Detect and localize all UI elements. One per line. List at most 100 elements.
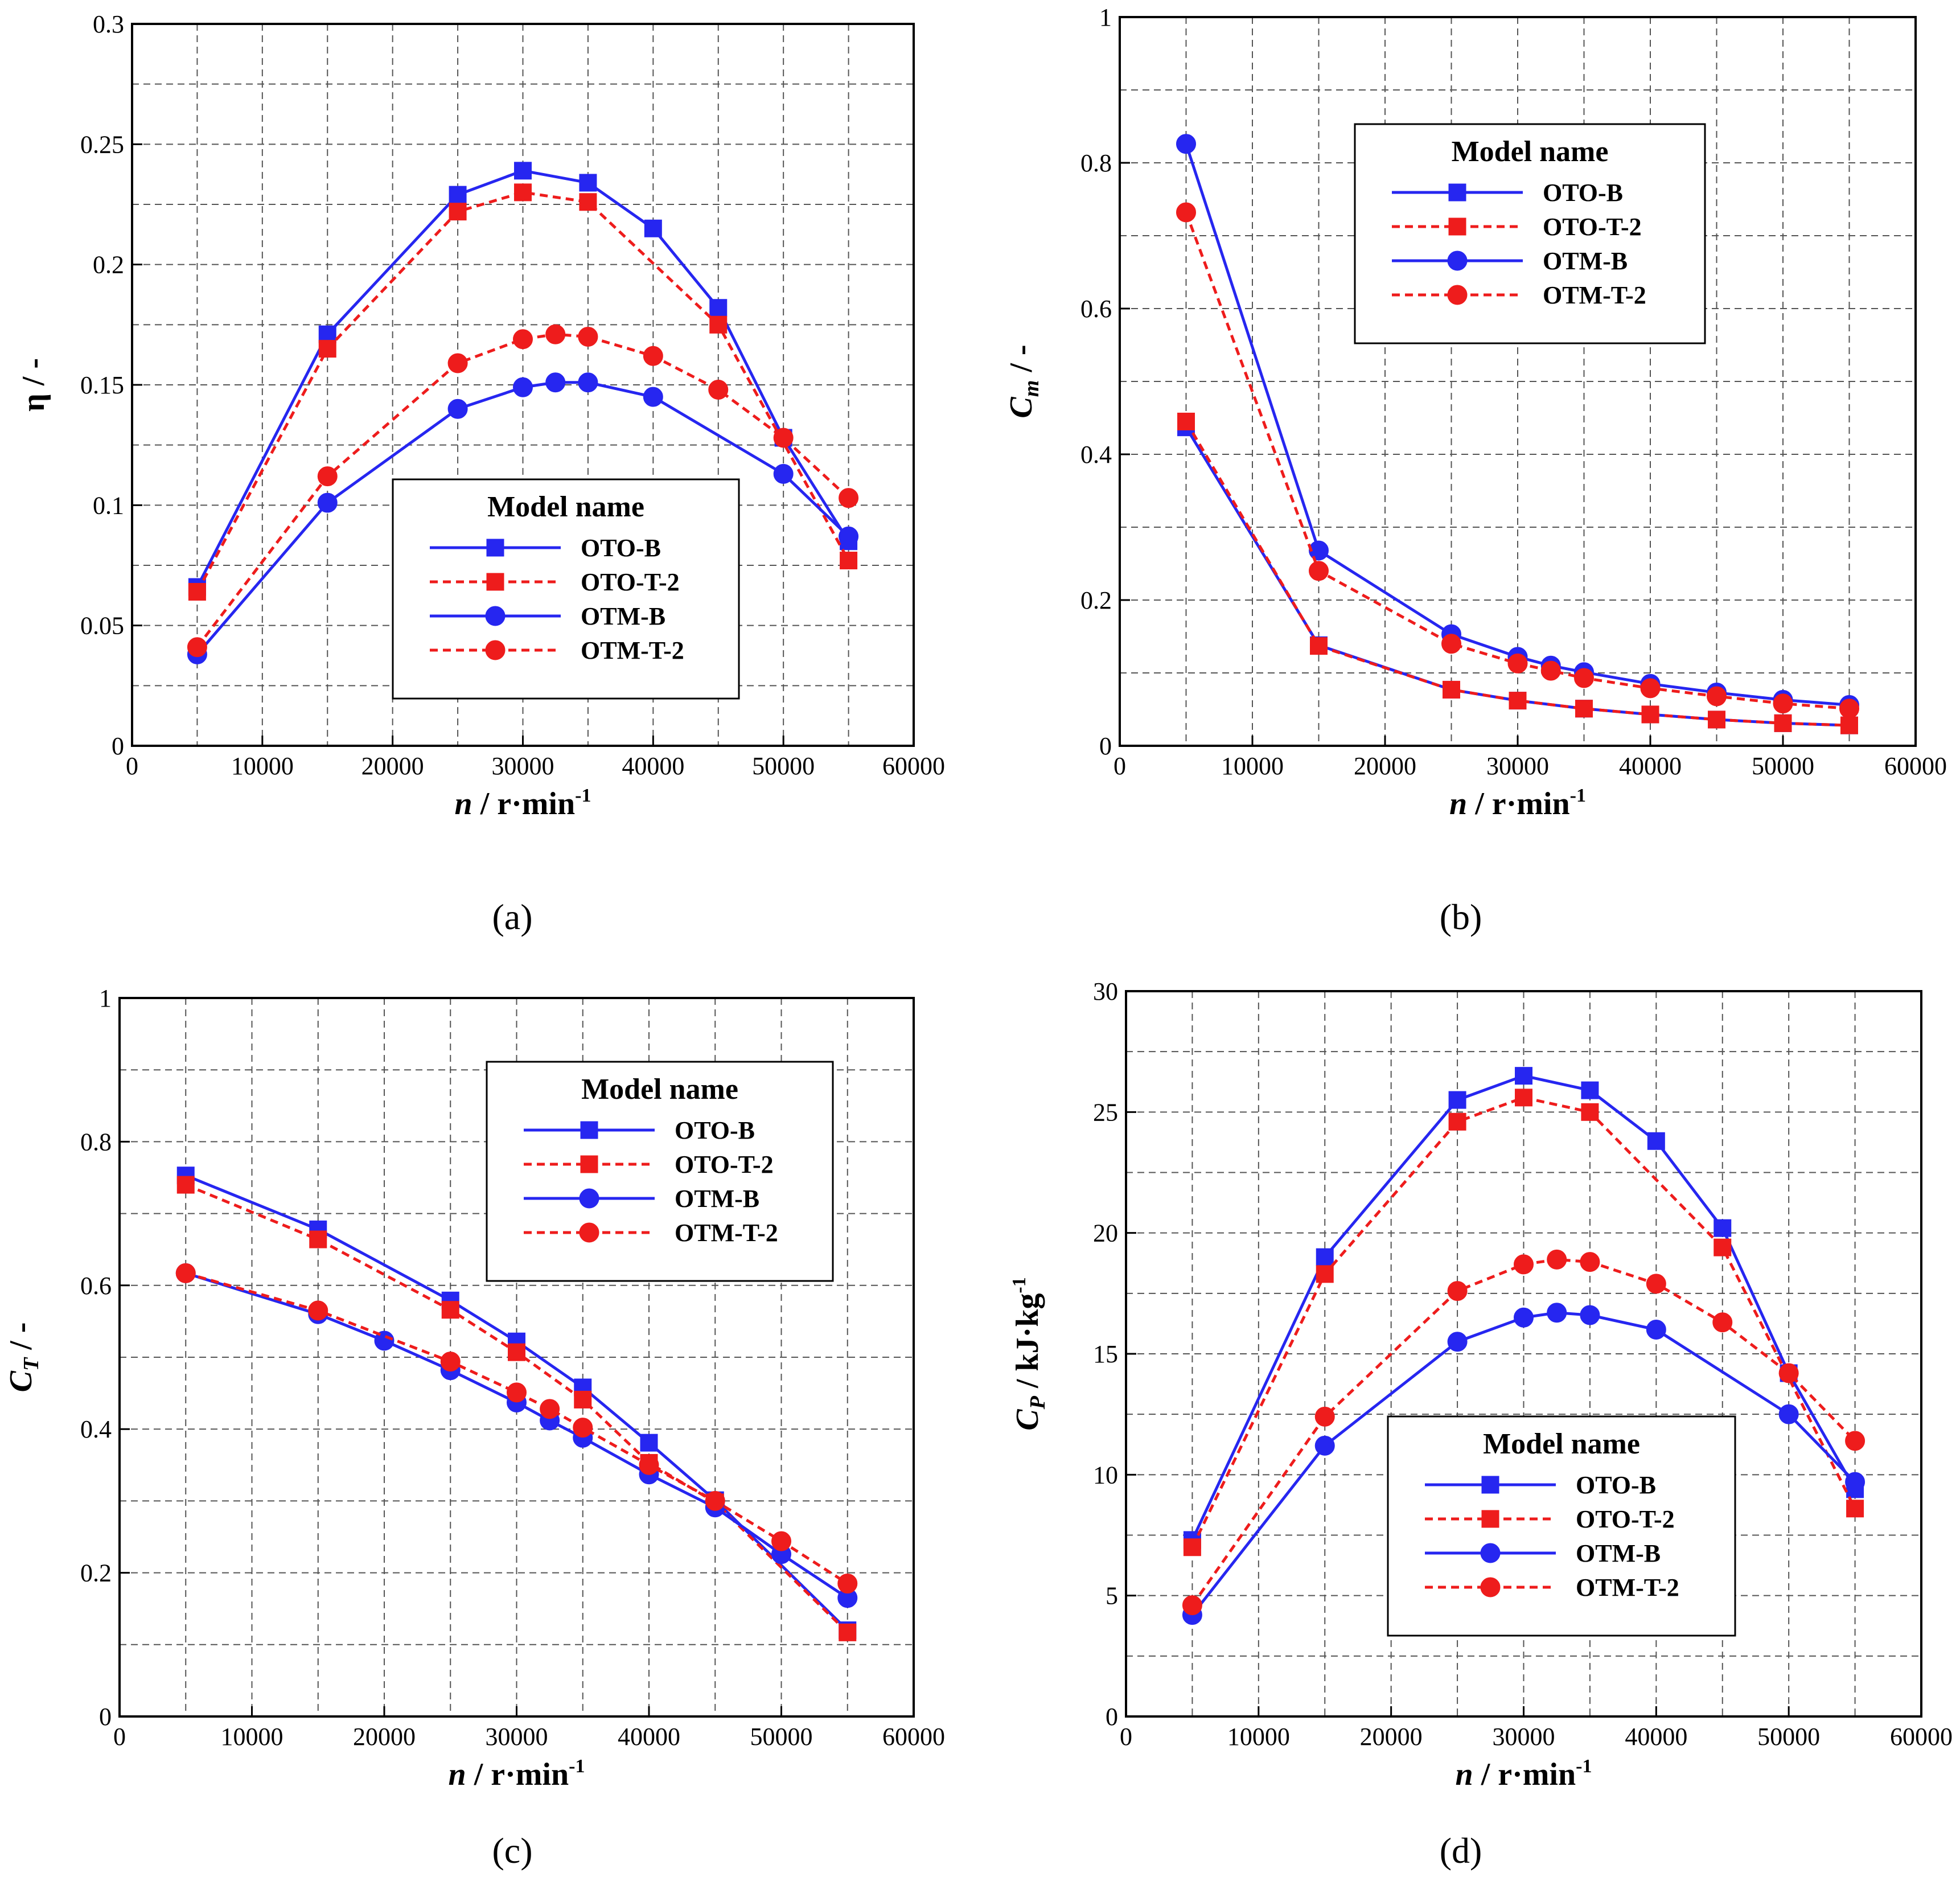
data-point bbox=[1774, 714, 1792, 732]
data-point bbox=[1540, 660, 1561, 681]
x-tick-label: 0 bbox=[1120, 1723, 1132, 1751]
x-axis-label: n / r·min-1 bbox=[449, 1756, 585, 1792]
y-tick-label: 0.4 bbox=[1080, 441, 1112, 469]
x-tick-label: 0 bbox=[126, 752, 138, 780]
legend-entry: OTM-T-2 bbox=[1543, 281, 1646, 309]
data-point bbox=[1509, 692, 1527, 710]
data-point bbox=[1646, 1320, 1666, 1340]
x-tick-label: 60000 bbox=[1884, 752, 1947, 780]
series-line bbox=[185, 1271, 849, 1585]
legend-title: Model name bbox=[581, 1073, 738, 1106]
series-oto-t-2 bbox=[1177, 412, 1858, 734]
series-otm-t-2 bbox=[1182, 1249, 1866, 1616]
data-point bbox=[1581, 1081, 1599, 1099]
legend: Model name OTO-B OTO-T-2 OTM-B OTM-T-2 bbox=[1387, 1415, 1736, 1637]
legend-entry: OTO-B bbox=[1543, 179, 1623, 207]
data-point bbox=[578, 372, 598, 393]
legend-marker bbox=[1448, 217, 1466, 236]
x-tick-label: 40000 bbox=[1625, 1723, 1687, 1751]
legend-entry: OTM-B bbox=[675, 1185, 759, 1213]
data-point bbox=[573, 1418, 593, 1438]
y-tick-label: 10 bbox=[1093, 1461, 1118, 1489]
data-point bbox=[1447, 1332, 1468, 1352]
x-tick-label: 30000 bbox=[1486, 752, 1549, 780]
data-point bbox=[1547, 1303, 1567, 1323]
data-point bbox=[1846, 1500, 1864, 1518]
data-point bbox=[579, 193, 597, 211]
data-point bbox=[705, 1490, 725, 1511]
y-axis-label: CP / kJ·kg-1 bbox=[1009, 1277, 1050, 1430]
data-point bbox=[579, 174, 597, 192]
data-point bbox=[1547, 1249, 1567, 1270]
x-tick-label: 40000 bbox=[622, 752, 684, 780]
series-line bbox=[185, 1174, 849, 1632]
legend-entry: OTM-T-2 bbox=[1576, 1574, 1679, 1601]
y-tick-label: 0.1 bbox=[93, 491, 124, 519]
data-point bbox=[837, 1574, 858, 1594]
x-axis-label: n / r·min-1 bbox=[1449, 785, 1586, 822]
grid bbox=[1120, 17, 1916, 746]
x-tick-label: 20000 bbox=[361, 752, 424, 780]
data-point bbox=[708, 379, 729, 400]
data-point bbox=[1714, 1238, 1732, 1256]
data-point bbox=[643, 346, 663, 366]
data-point bbox=[1177, 412, 1195, 430]
x-tick-label: 0 bbox=[1113, 752, 1126, 780]
data-point bbox=[1176, 134, 1196, 154]
x-tick-label: 20000 bbox=[1360, 1723, 1423, 1751]
data-point bbox=[309, 1230, 327, 1248]
legend-box bbox=[1387, 1415, 1736, 1637]
data-point bbox=[1309, 561, 1329, 581]
data-point bbox=[440, 1352, 461, 1372]
panel-d: 0 10000 20000 30000 40000 50000 60000 0 5 10 15 20 2… bbox=[1009, 978, 1953, 1792]
y-tick-label: 15 bbox=[1093, 1340, 1118, 1368]
y-tick-label: 20 bbox=[1093, 1219, 1118, 1247]
data-point bbox=[1575, 700, 1593, 718]
y-tick-label: 0.6 bbox=[1080, 295, 1112, 323]
data-point bbox=[317, 492, 338, 513]
series-line bbox=[1185, 143, 1850, 707]
data-point bbox=[318, 340, 336, 358]
legend: Model name OTO-B OTO-T-2 OTM-B OTM-T-2 bbox=[486, 1061, 834, 1282]
series-oto-t-2 bbox=[188, 183, 858, 601]
y-tick-label: 0.6 bbox=[80, 1272, 112, 1300]
data-point bbox=[771, 1531, 791, 1551]
data-point bbox=[1314, 1435, 1335, 1456]
data-point bbox=[1507, 653, 1528, 673]
data-point bbox=[449, 186, 467, 204]
legend-marker bbox=[486, 539, 504, 557]
data-point bbox=[545, 372, 566, 393]
data-point bbox=[1714, 1219, 1732, 1237]
data-point bbox=[709, 315, 728, 334]
data-point bbox=[1707, 686, 1727, 707]
series-line bbox=[1191, 1258, 1856, 1607]
data-point bbox=[1580, 1252, 1600, 1272]
data-point bbox=[644, 219, 662, 237]
data-point bbox=[578, 326, 598, 347]
legend-entry: OTO-T-2 bbox=[675, 1151, 774, 1178]
legend-entry: OTO-T-2 bbox=[581, 568, 680, 596]
data-point bbox=[709, 299, 728, 317]
legend-entry: OTM-B bbox=[1543, 247, 1628, 275]
legend-marker bbox=[579, 1222, 599, 1243]
data-point bbox=[1708, 710, 1725, 729]
data-point bbox=[449, 203, 467, 221]
x-tick-label: 10000 bbox=[221, 1723, 283, 1751]
legend-marker bbox=[580, 1121, 598, 1139]
legend-marker bbox=[1480, 1577, 1501, 1597]
data-point bbox=[1515, 1089, 1532, 1107]
legend-marker bbox=[1481, 1476, 1499, 1494]
panel-b: 0 10000 20000 30000 40000 50000 60000 0 0.2 0.4 0.… bbox=[1004, 3, 1947, 822]
data-point bbox=[574, 1390, 592, 1408]
legend-entry: OTO-B bbox=[675, 1116, 755, 1144]
data-point bbox=[1712, 1312, 1733, 1333]
x-tick-label: 50000 bbox=[752, 752, 815, 780]
x-tick-label: 20000 bbox=[353, 1723, 416, 1751]
x-tick-label: 40000 bbox=[1619, 752, 1682, 780]
x-axis-label: n / r·min-1 bbox=[1456, 1756, 1592, 1792]
data-point bbox=[1514, 1307, 1534, 1328]
x-axis-label: n / r·min-1 bbox=[455, 785, 591, 822]
data-point bbox=[545, 324, 566, 344]
data-point bbox=[839, 488, 859, 508]
